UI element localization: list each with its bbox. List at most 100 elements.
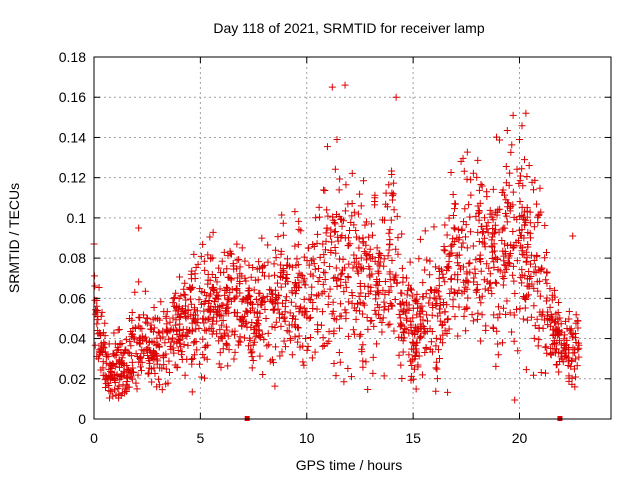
data-point	[213, 278, 221, 286]
data-point	[283, 270, 291, 278]
data-point	[513, 305, 521, 313]
data-point	[163, 308, 171, 316]
data-point	[205, 314, 213, 322]
data-point	[318, 289, 326, 297]
data-point	[230, 265, 238, 273]
data-point	[517, 242, 525, 250]
data-point	[350, 208, 358, 216]
data-point	[399, 337, 407, 345]
data-point	[368, 316, 376, 324]
data-point	[510, 337, 518, 345]
data-point	[177, 310, 185, 318]
data-point	[132, 350, 140, 358]
data-point	[238, 272, 246, 280]
data-point	[474, 202, 482, 210]
data-point	[344, 332, 352, 340]
data-point	[511, 396, 519, 404]
data-point	[479, 238, 487, 246]
data-point	[461, 205, 469, 213]
data-point	[214, 303, 222, 311]
data-point	[375, 278, 383, 286]
data-point	[153, 357, 161, 365]
data-point	[243, 323, 251, 331]
data-point	[385, 246, 393, 254]
data-point	[471, 270, 479, 278]
data-point	[462, 327, 470, 335]
data-point	[405, 351, 413, 359]
data-point	[146, 337, 154, 345]
data-point	[128, 368, 136, 376]
data-point	[225, 346, 233, 354]
data-point	[194, 260, 202, 268]
data-point	[370, 322, 378, 330]
data-point	[300, 361, 308, 369]
data-point	[173, 363, 181, 371]
data-point	[416, 332, 424, 340]
plot-frame	[93, 56, 612, 420]
data-point	[344, 200, 352, 208]
data-point	[176, 320, 184, 328]
data-point	[148, 378, 156, 386]
data-point	[449, 296, 457, 304]
data-point	[217, 363, 225, 371]
data-point	[465, 201, 473, 209]
data-point	[205, 297, 213, 305]
data-point	[314, 278, 322, 286]
data-point	[451, 200, 459, 208]
data-point	[220, 248, 228, 256]
data-point	[468, 311, 476, 319]
data-point	[314, 291, 322, 299]
data-point	[490, 229, 498, 237]
data-point	[477, 267, 485, 275]
data-point	[216, 349, 224, 357]
data-point	[224, 294, 232, 302]
data-point	[361, 221, 369, 229]
data-point	[352, 226, 360, 234]
data-point	[108, 365, 116, 373]
data-point	[424, 317, 432, 325]
data-point	[402, 316, 410, 324]
data-point	[385, 181, 393, 189]
data-point	[238, 322, 246, 330]
data-point	[496, 136, 504, 144]
data-point	[350, 258, 358, 266]
data-point	[359, 357, 367, 365]
data-point	[317, 321, 325, 329]
data-point	[212, 295, 220, 303]
data-point	[529, 186, 537, 194]
data-point	[421, 266, 429, 274]
data-point	[390, 327, 398, 335]
data-point	[359, 239, 367, 247]
data-point	[228, 250, 236, 258]
data-point	[514, 237, 522, 245]
data-point	[187, 285, 195, 293]
data-point	[167, 345, 175, 353]
data-point	[95, 283, 103, 291]
data-point	[390, 206, 398, 214]
data-point	[221, 286, 229, 294]
data-point	[449, 190, 457, 198]
data-point	[478, 182, 486, 190]
data-point	[388, 167, 396, 175]
data-point	[464, 294, 472, 302]
data-point	[459, 239, 467, 247]
data-point	[416, 235, 424, 243]
data-point	[190, 339, 198, 347]
data-point	[388, 256, 396, 264]
x-tick-label: 10	[299, 430, 315, 446]
data-point	[302, 334, 310, 342]
data-point	[406, 258, 414, 266]
data-point	[295, 308, 303, 316]
data-point	[357, 289, 365, 297]
data-point	[435, 354, 443, 362]
data-point	[475, 209, 483, 217]
data-point	[490, 311, 498, 319]
data-point	[199, 335, 207, 343]
data-point	[355, 292, 363, 300]
data-point	[233, 256, 241, 264]
data-point	[178, 348, 186, 356]
data-point	[555, 368, 563, 376]
data-point	[454, 226, 462, 234]
data-point	[504, 199, 512, 207]
data-point	[373, 244, 381, 252]
